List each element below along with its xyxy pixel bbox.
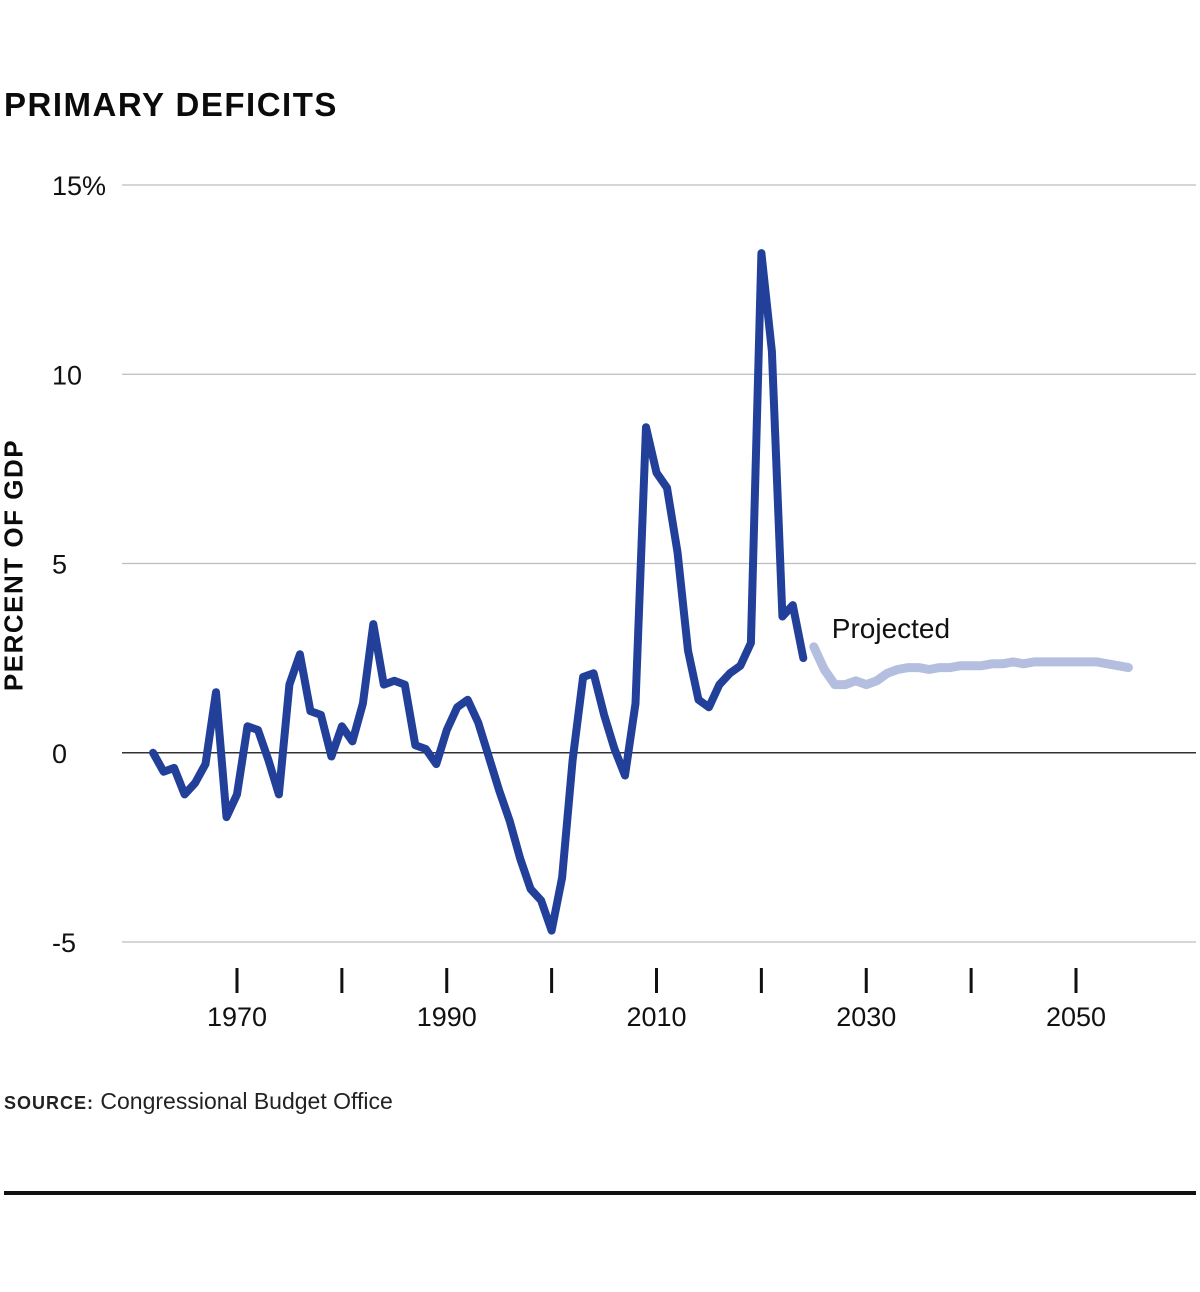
y-axis: -5 0 5 10 15%	[52, 171, 106, 958]
source-text: Congressional Budget Office	[100, 1088, 393, 1114]
bottom-rule	[4, 1191, 1196, 1195]
y-tick-label: 0	[52, 739, 67, 769]
x-tick-label: 2010	[626, 1002, 686, 1032]
y-tick-label: 10	[52, 360, 82, 390]
x-tick-label: 1970	[207, 1002, 267, 1032]
grid-lines	[122, 184, 1196, 943]
x-tick-label: 1990	[417, 1002, 477, 1032]
y-tick-label: 15%	[52, 171, 106, 201]
y-tick-label: 5	[52, 550, 67, 580]
series-line-projected	[809, 642, 1133, 690]
projected-annotation: Projected	[832, 613, 950, 644]
series-line-actual	[149, 249, 808, 935]
source-note: SOURCE: Congressional Budget Office	[4, 1088, 393, 1115]
source-label: SOURCE:	[4, 1093, 95, 1113]
series-group	[149, 249, 1133, 935]
x-tick-label: 2030	[836, 1002, 896, 1032]
x-axis: 1970 1990 2010 2030 2050	[207, 968, 1106, 1032]
y-tick-label: -5	[52, 928, 76, 958]
chart-title: PRIMARY DEFICITS	[4, 86, 338, 123]
x-tick-label: 2050	[1046, 1002, 1106, 1032]
